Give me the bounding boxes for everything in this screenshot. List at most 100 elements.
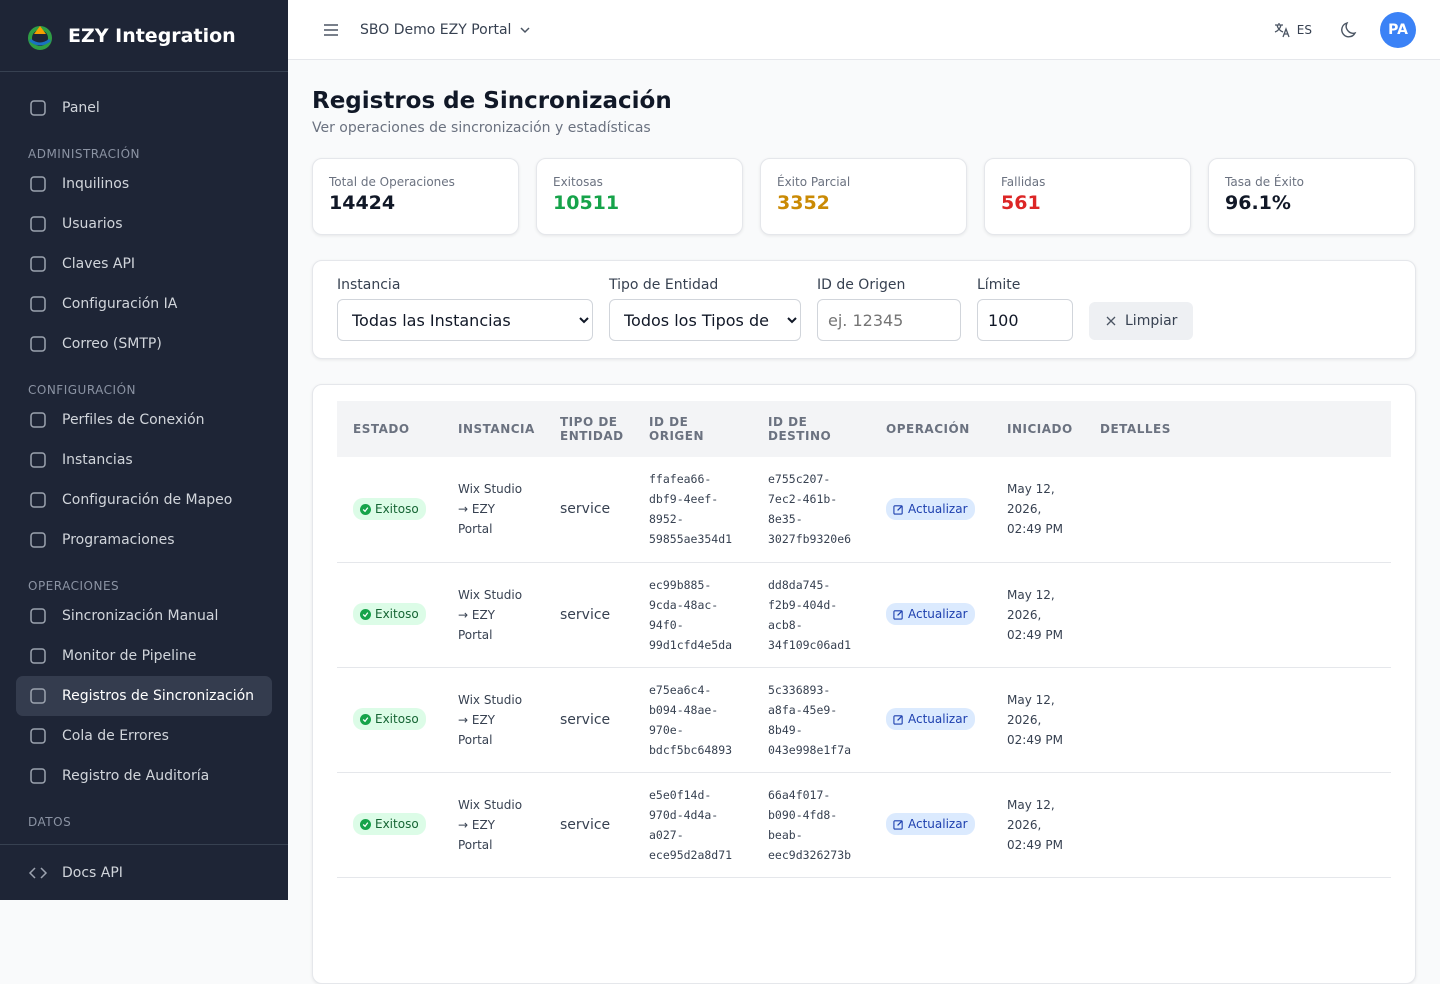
nav-item[interactable]: Sincronización Manual	[16, 596, 272, 636]
column-header: OPERACIÓN	[870, 401, 991, 457]
cell: Exitoso	[337, 457, 442, 563]
stat-value: 10511	[553, 192, 620, 214]
column-header: INICIADO	[991, 401, 1084, 457]
cell: May 12, 2026, 02:49 PM	[991, 667, 1084, 773]
operation-text: Actualizar	[908, 712, 968, 727]
button-label: Limpiar	[1125, 313, 1178, 329]
details-cell	[1084, 772, 1391, 878]
operation-badge: Actualizar	[886, 603, 975, 626]
column-header: TIPO DE ENTIDAD	[544, 401, 633, 457]
instance-select[interactable]: Todas las Instancias	[337, 299, 593, 341]
column-header: ESTADO	[337, 401, 442, 457]
nav-label: Claves API	[62, 256, 136, 272]
cell: e755c207-7ec2-461b-8e35-3027fb9320e6	[752, 457, 870, 563]
nav-label: Perfiles de Conexión	[62, 412, 205, 428]
chevron	[520, 26, 530, 33]
stat-value: 3352	[777, 192, 830, 214]
nav-item[interactable]: Registros de Sincronización	[16, 676, 272, 716]
nav-item[interactable]: Configuración de Mapeo	[16, 480, 272, 520]
nav-item[interactable]: Usuarios	[16, 204, 272, 244]
sidebar-footer: Docs API	[0, 844, 288, 900]
cell: Wix Studio → EZY Portal	[442, 562, 544, 668]
instance: Wix Studio → EZY Portal	[458, 482, 523, 537]
portal-selector[interactable]: SBO Demo EZY Portal	[360, 21, 512, 38]
nav-item[interactable]: Cola de Errores	[16, 716, 272, 756]
theme-toggle[interactable]	[1340, 20, 1360, 40]
clear-button[interactable]: Limpiar	[1089, 302, 1194, 340]
limit-input[interactable]	[977, 299, 1073, 341]
status-badge: Exitoso	[353, 603, 426, 626]
cell: Wix Studio → EZY Portal	[442, 667, 544, 773]
page-subtitle: Ver operaciones de sincronización y esta…	[312, 120, 651, 136]
sidebar: EZY Integration Panel ADMINISTRACIÓN Inqui…	[0, 0, 288, 900]
nav-label: Registros de Sincronización	[62, 688, 255, 704]
stat-label: Tasa de Éxito	[1225, 175, 1304, 189]
stat-card: Exitosas 10511	[536, 158, 743, 235]
filter: ID de Origen	[817, 277, 961, 341]
language-icon	[1274, 22, 1290, 37]
brand: EZY Integration	[0, 0, 288, 72]
avatar[interactable]: PA	[1380, 11, 1416, 48]
nav-label: Instancias	[62, 452, 133, 468]
nav-label: Configuración IA	[62, 296, 178, 312]
nav-label: Monitor de Pipeline	[62, 648, 197, 664]
cell: 5c336893-a8fa-45e9-8b49-043e998e1f7a	[752, 667, 870, 773]
stat-card: Fallidas 561	[984, 158, 1191, 235]
nav-item[interactable]: Inquilinos	[16, 164, 272, 204]
nav-label: Registro de Auditoría	[62, 768, 210, 784]
nav-item[interactable]: Instancias	[16, 440, 272, 480]
entity: service	[560, 711, 611, 728]
started: May 12, 2026, 02:49 PM	[1007, 797, 1063, 852]
cell: service	[544, 562, 633, 668]
nav-item[interactable]: Programaciones	[16, 520, 272, 560]
nav-item[interactable]: Registro de Auditoría	[16, 756, 272, 796]
entity: service	[560, 606, 611, 623]
source-id: e5e0f14d-970d-4d4a-a027-ece95d2a8d71	[649, 787, 733, 862]
entity: service	[560, 816, 611, 833]
header-row: ESTADO INSTANCIA TIPO DE ENTIDAD ID DE ORIG…	[337, 401, 1391, 457]
entity-select[interactable]: Todos los Tipos de Entidad	[609, 299, 801, 341]
operation-text: Actualizar	[908, 817, 968, 832]
nav-item[interactable]: Monitor de Pipeline	[16, 636, 272, 676]
cell: Exitoso	[337, 772, 442, 878]
nav-item[interactable]: Docs API	[16, 853, 272, 893]
source-id: ffafea66-dbf9-4eef-8952-59855ae354d1	[649, 472, 733, 547]
nav-label: Usuarios	[62, 216, 123, 232]
source-id: ec99b885-9cda-48ac-94f0-99d1cfd4e5da	[649, 577, 733, 652]
stat-card: Total de Operaciones 14424	[312, 158, 519, 235]
status-text: Exitoso	[375, 607, 419, 622]
details-cell	[1084, 562, 1391, 668]
filter-label: Tipo de Entidad	[609, 277, 719, 293]
stats: Total de Operaciones 14424 Exitosas 10511 Éx…	[312, 158, 1416, 235]
language-button[interactable]: ES	[1296, 22, 1312, 37]
nav-item[interactable]: Panel	[16, 88, 272, 128]
table-body: Exitoso Wix Studio → EZY Portal service ffa…	[337, 457, 1391, 878]
cell: Wix Studio → EZY Portal	[442, 772, 544, 878]
operation-text: Actualizar	[908, 502, 968, 516]
cell: 66a4f017-b090-4fd8-beab-eec9d326273b	[752, 772, 870, 878]
cell: e75ea6c4-b094-48ae-970e-bdcf5bc64893	[633, 667, 752, 773]
dest-id: 5c336893-a8fa-45e9-8b49-043e998e1f7a	[768, 682, 852, 757]
cell: May 12, 2026, 02:49 PM	[991, 562, 1084, 668]
source-id: e75ea6c4-b094-48ae-970e-bdcf5bc64893	[649, 682, 733, 757]
status-text: Exitoso	[375, 817, 419, 832]
menu-button[interactable]	[322, 21, 340, 39]
nav: Panel ADMINISTRACIÓN Inquilinos Usuarios Cla…	[0, 72, 288, 832]
topbar: SBO Demo EZY Portal ES PA	[288, 0, 1440, 60]
source-input[interactable]	[817, 299, 961, 341]
filter: Límite	[977, 277, 1073, 341]
sync-table: ESTADO INSTANCIA TIPO DE ENTIDAD ID DE ORIG…	[337, 401, 1391, 878]
details-cell	[1084, 667, 1391, 773]
cell: ffafea66-dbf9-4eef-8952-59855ae354d1	[633, 457, 752, 563]
nav-item[interactable]: Configuración IA	[16, 284, 272, 324]
cell: service	[544, 457, 633, 563]
nav-label: Inquilinos	[62, 176, 130, 192]
nav-item[interactable]: Perfiles de Conexión	[16, 400, 272, 440]
nav-item[interactable]: Correo (SMTP)	[16, 324, 272, 364]
nav-item[interactable]: Claves API	[16, 244, 272, 284]
cell: Wix Studio → EZY Portal	[442, 457, 544, 563]
stat-label: Total de Operaciones	[329, 175, 455, 189]
stat-label: Fallidas	[1001, 175, 1046, 189]
